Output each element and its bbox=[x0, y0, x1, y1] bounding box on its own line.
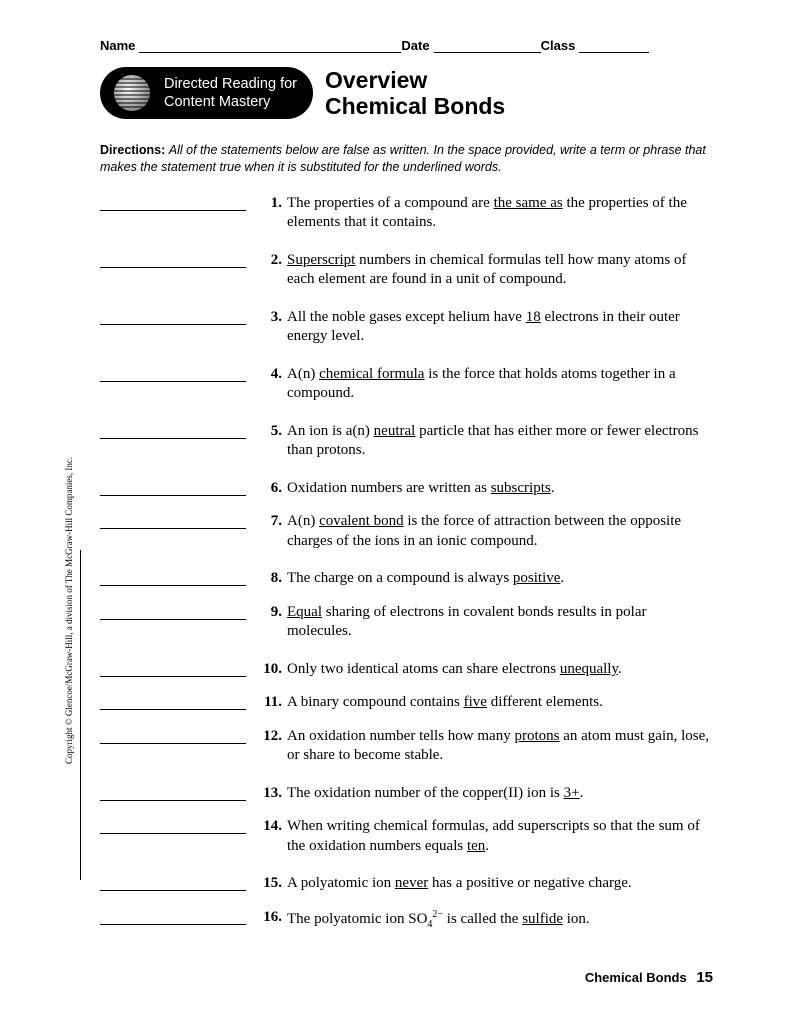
question-number: 3. bbox=[256, 308, 282, 328]
directions-lead: Directions: bbox=[100, 143, 165, 157]
answer-blank[interactable] bbox=[100, 422, 246, 439]
question-row: 11.A binary compound contains five diffe… bbox=[100, 693, 713, 713]
title-overview: Overview bbox=[325, 67, 505, 93]
name-line[interactable] bbox=[139, 39, 401, 53]
question-row: 13.The oxidation number of the copper(II… bbox=[100, 784, 713, 804]
question-row: 5.An ion is a(n) neutral particle that h… bbox=[100, 422, 713, 461]
answer-blank[interactable] bbox=[100, 908, 246, 925]
question-row: 7.A(n) covalent bond is the force of att… bbox=[100, 512, 713, 551]
name-label: Name bbox=[100, 38, 135, 53]
question-row: 8.The charge on a compound is always pos… bbox=[100, 569, 713, 589]
question-row: 6.Oxidation numbers are written as subsc… bbox=[100, 479, 713, 499]
answer-blank[interactable] bbox=[100, 251, 246, 268]
question-number: 13. bbox=[256, 784, 282, 804]
titles: Overview Chemical Bonds bbox=[325, 67, 505, 120]
question-text: An oxidation number tells how many proto… bbox=[287, 727, 713, 766]
badge-text: Directed Reading for Content Mastery bbox=[164, 75, 297, 111]
badge-line2: Content Mastery bbox=[164, 93, 297, 111]
question-row: 12.An oxidation number tells how many pr… bbox=[100, 727, 713, 766]
question-text: A binary compound contains five differen… bbox=[287, 693, 713, 713]
question-number: 2. bbox=[256, 251, 282, 271]
answer-blank[interactable] bbox=[100, 365, 246, 382]
question-text: All the noble gases except helium have 1… bbox=[287, 308, 713, 347]
question-row: 15.A polyatomic ion never has a positive… bbox=[100, 874, 713, 894]
question-text: When writing chemical formulas, add supe… bbox=[287, 817, 713, 856]
sphere-icon bbox=[110, 73, 154, 113]
question-row: 2.Superscript numbers in chemical formul… bbox=[100, 251, 713, 290]
date-line[interactable] bbox=[434, 39, 541, 53]
question-text: Equal sharing of electrons in covalent b… bbox=[287, 603, 713, 642]
question-text: The polyatomic ion SO42− is called the s… bbox=[287, 908, 713, 931]
question-number: 7. bbox=[256, 512, 282, 532]
class-field: Class bbox=[541, 38, 650, 53]
question-number: 15. bbox=[256, 874, 282, 894]
question-number: 10. bbox=[256, 660, 282, 680]
question-number: 11. bbox=[256, 693, 282, 713]
answer-blank[interactable] bbox=[100, 660, 246, 677]
question-row: 4.A(n) chemical formula is the force tha… bbox=[100, 365, 713, 404]
page-footer: Chemical Bonds 15 bbox=[585, 969, 713, 986]
date-field: Date bbox=[401, 38, 540, 53]
name-field: Name bbox=[100, 38, 401, 53]
question-number: 8. bbox=[256, 569, 282, 589]
question-number: 5. bbox=[256, 422, 282, 442]
answer-blank[interactable] bbox=[100, 479, 246, 496]
answer-blank[interactable] bbox=[100, 874, 246, 891]
question-text: Superscript numbers in chemical formulas… bbox=[287, 251, 713, 290]
question-text: The oxidation number of the copper(II) i… bbox=[287, 784, 713, 804]
question-number: 14. bbox=[256, 817, 282, 837]
question-text: A polyatomic ion never has a positive or… bbox=[287, 874, 713, 894]
answer-blank[interactable] bbox=[100, 512, 246, 529]
question-number: 6. bbox=[256, 479, 282, 499]
question-text: Oxidation numbers are written as subscri… bbox=[287, 479, 713, 499]
question-number: 1. bbox=[256, 194, 282, 214]
footer-page: 15 bbox=[696, 969, 713, 986]
question-text: A(n) covalent bond is the force of attra… bbox=[287, 512, 713, 551]
badge-line1: Directed Reading for bbox=[164, 75, 297, 93]
question-number: 16. bbox=[256, 908, 282, 928]
worksheet-page: Name Date Class bbox=[0, 0, 791, 1024]
question-row: 14.When writing chemical formulas, add s… bbox=[100, 817, 713, 856]
answer-blank[interactable] bbox=[100, 308, 246, 325]
content-mastery-badge: Directed Reading for Content Mastery bbox=[100, 67, 313, 119]
answer-blank[interactable] bbox=[100, 817, 246, 834]
question-number: 9. bbox=[256, 603, 282, 623]
margin-rule bbox=[80, 550, 81, 880]
question-row: 3.All the noble gases except helium have… bbox=[100, 308, 713, 347]
question-row: 16.The polyatomic ion SO42− is called th… bbox=[100, 908, 713, 931]
question-row: 1.The properties of a compound are the s… bbox=[100, 194, 713, 233]
question-number: 4. bbox=[256, 365, 282, 385]
answer-blank[interactable] bbox=[100, 784, 246, 801]
questions-list: 1.The properties of a compound are the s… bbox=[100, 190, 713, 931]
question-text: An ion is a(n) neutral particle that has… bbox=[287, 422, 713, 461]
question-text: The properties of a compound are the sam… bbox=[287, 194, 713, 233]
class-line[interactable] bbox=[579, 39, 649, 53]
question-row: 10.Only two identical atoms can share el… bbox=[100, 660, 713, 680]
question-text: The charge on a compound is always posit… bbox=[287, 569, 713, 589]
copyright-text: Copyright © Glencoe/McGraw-Hill, a divis… bbox=[64, 457, 74, 764]
answer-blank[interactable] bbox=[100, 727, 246, 744]
answer-blank[interactable] bbox=[100, 603, 246, 620]
question-number: 12. bbox=[256, 727, 282, 747]
directions-body: All of the statements below are false as… bbox=[100, 143, 706, 174]
directions: Directions: All of the statements below … bbox=[100, 142, 713, 176]
answer-blank[interactable] bbox=[100, 693, 246, 710]
question-row: 9.Equal sharing of electrons in covalent… bbox=[100, 603, 713, 642]
date-label: Date bbox=[401, 38, 429, 53]
title-row: Directed Reading for Content Mastery Ove… bbox=[100, 67, 713, 120]
title-chemical-bonds: Chemical Bonds bbox=[325, 93, 505, 119]
header-fields: Name Date Class bbox=[100, 38, 713, 53]
question-text: Only two identical atoms can share elect… bbox=[287, 660, 713, 680]
answer-blank[interactable] bbox=[100, 569, 246, 586]
footer-title: Chemical Bonds bbox=[585, 970, 687, 985]
question-text: A(n) chemical formula is the force that … bbox=[287, 365, 713, 404]
answer-blank[interactable] bbox=[100, 194, 246, 211]
class-label: Class bbox=[541, 38, 576, 53]
